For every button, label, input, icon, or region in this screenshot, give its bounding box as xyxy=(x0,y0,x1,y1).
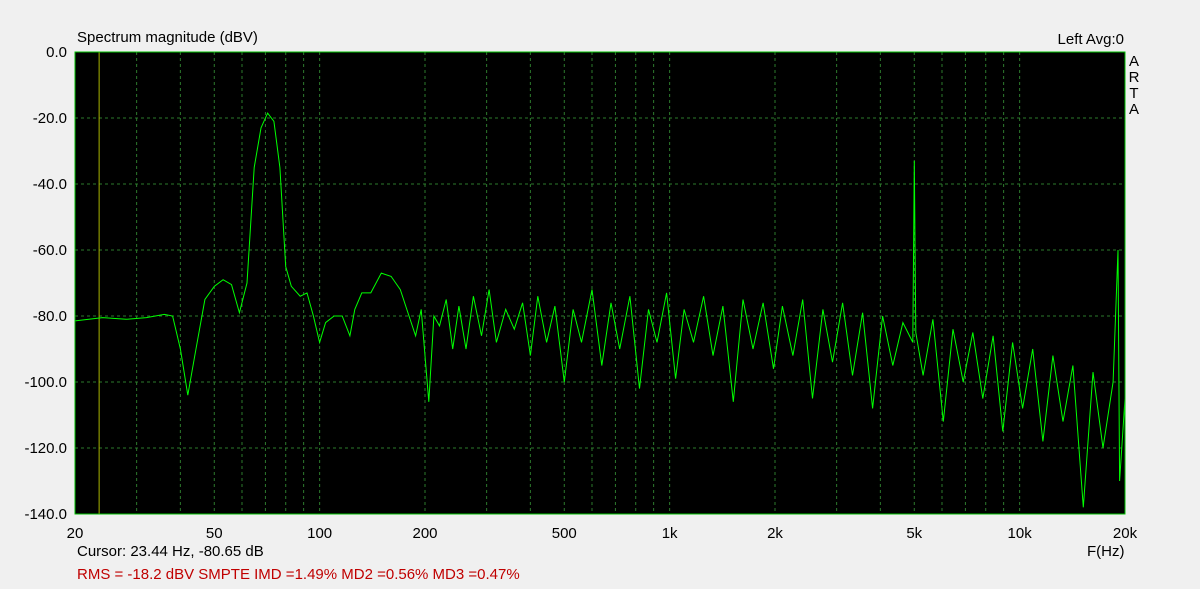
x-tick-label: 2k xyxy=(767,525,783,542)
brand-letter: T xyxy=(1129,85,1138,102)
spectrum-line xyxy=(74,112,1126,508)
x-tick-label: 100 xyxy=(307,525,332,542)
y-tick-label: -20.0 xyxy=(33,110,67,127)
x-tick-label: 500 xyxy=(552,525,577,542)
x-tick-label: 10k xyxy=(1008,525,1033,542)
x-tick-label: 20 xyxy=(67,525,84,542)
plot-area xyxy=(75,52,1125,514)
y-tick-label: -80.0 xyxy=(33,308,67,325)
y-tick-label: -100.0 xyxy=(24,374,67,391)
x-tick-label: 200 xyxy=(412,525,437,542)
brand-letter: R xyxy=(1129,69,1140,86)
x-tick-label: 50 xyxy=(206,525,223,542)
x-tick-label: 1k xyxy=(662,525,678,542)
brand-letter: A xyxy=(1129,101,1139,118)
y-tick-label: 0.0 xyxy=(46,44,67,61)
y-tick-label: -40.0 xyxy=(33,176,67,193)
x-axis-label: F(Hz) xyxy=(1087,543,1125,560)
cursor-readout: Cursor: 23.44 Hz, -80.65 dB xyxy=(77,543,264,560)
brand-letter: A xyxy=(1129,53,1139,70)
x-tick-label: 5k xyxy=(906,525,922,542)
channel-label: Left Avg:0 xyxy=(1058,31,1124,48)
status-line: RMS = -18.2 dBV SMPTE IMD =1.49% MD2 =0.… xyxy=(77,566,520,583)
y-tick-label: -120.0 xyxy=(24,440,67,457)
x-tick-label: 20k xyxy=(1113,525,1138,542)
y-tick-label: -140.0 xyxy=(24,506,67,523)
chart-title: Spectrum magnitude (dBV) xyxy=(77,29,258,46)
plot-frame xyxy=(74,51,1126,515)
y-tick-label: -60.0 xyxy=(33,242,67,259)
